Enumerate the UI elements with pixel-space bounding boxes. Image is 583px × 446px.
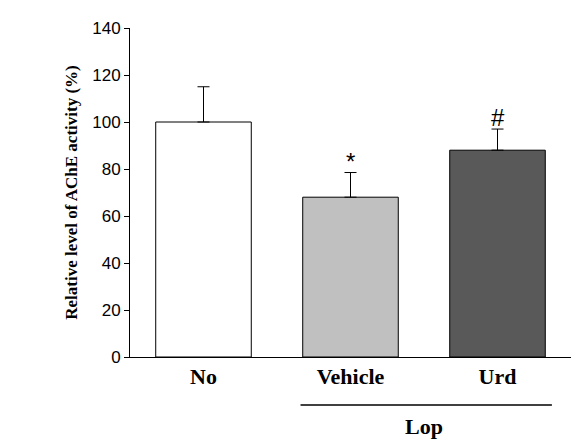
svg-text:40: 40 — [102, 254, 121, 273]
svg-text:140: 140 — [92, 19, 120, 38]
svg-text:No: No — [190, 364, 217, 389]
svg-text:60: 60 — [102, 207, 121, 226]
svg-text:#: # — [491, 104, 505, 131]
svg-text:Vehicle: Vehicle — [317, 364, 385, 389]
svg-text:Lop: Lop — [405, 414, 443, 439]
svg-text:0: 0 — [111, 348, 120, 367]
svg-text:120: 120 — [92, 66, 120, 85]
svg-text:80: 80 — [102, 160, 121, 179]
svg-text:Urd: Urd — [479, 364, 517, 389]
svg-text:20: 20 — [102, 301, 121, 320]
svg-text:*: * — [346, 148, 355, 175]
svg-text:Relative level of AChE activit: Relative level of AChE activity (%) — [62, 65, 81, 319]
svg-text:100: 100 — [92, 113, 120, 132]
